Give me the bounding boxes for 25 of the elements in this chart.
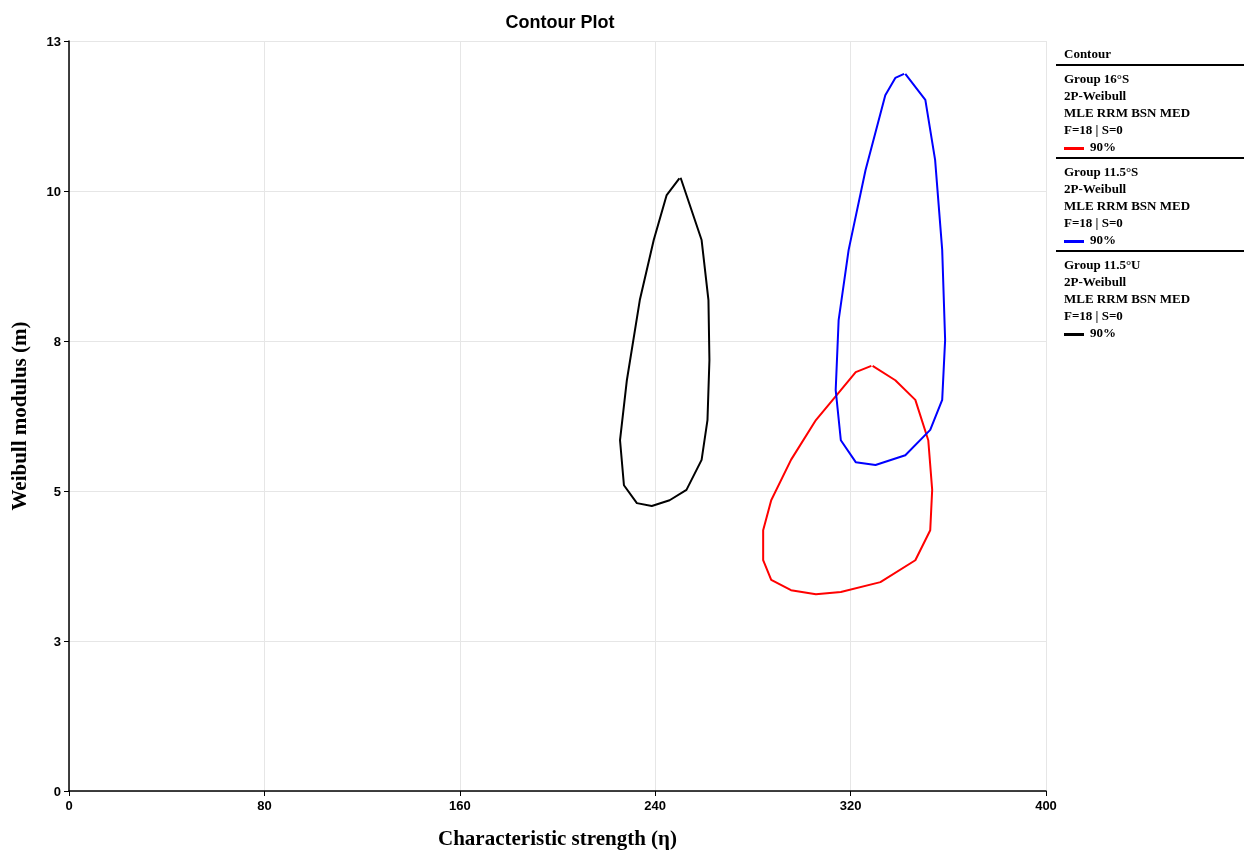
y-axis-title: Weibull modulus (m) xyxy=(6,321,31,511)
text: Group 16°S 2P-Weibull MLE RRM BSN MED F=18 | S=0 xyxy=(1064,70,1192,138)
x-tick-label: 320 xyxy=(839,798,862,813)
text: Group 11.5°S 2P-Weibull MLE RRM BSN MED F=18 | S=0 xyxy=(1064,163,1192,231)
x-tick-label: 400 xyxy=(1035,798,1057,813)
legend-label: 90% xyxy=(1090,325,1116,340)
chart-title: Contour Plot xyxy=(505,12,615,32)
x-tick-label: 240 xyxy=(644,798,667,813)
y-tick-label: 3 xyxy=(53,633,61,649)
x-axis-title: Characteristic strength (η) xyxy=(438,825,677,850)
x-tick-label: 160 xyxy=(448,798,471,813)
y-tick-label: 5 xyxy=(53,483,61,499)
x-tick-label: 80 xyxy=(257,798,272,813)
legend-label: 90% xyxy=(1090,232,1116,247)
line-series xyxy=(619,176,711,507)
y-tick-label: 0 xyxy=(53,783,61,799)
legend-label: 90% xyxy=(1090,139,1116,154)
y-tick-label: 8 xyxy=(53,333,61,349)
line-series xyxy=(762,364,934,596)
x-tick-label: 0 xyxy=(65,798,73,813)
line-series xyxy=(834,72,947,467)
y-tick-label: 13 xyxy=(46,33,61,49)
y-tick-label: 10 xyxy=(46,183,61,199)
legend-title: Contour xyxy=(1056,46,1244,66)
text: Group 11.5°U 2P-Weibull MLE RRM BSN MED F=18 | S=0 xyxy=(1064,256,1192,324)
